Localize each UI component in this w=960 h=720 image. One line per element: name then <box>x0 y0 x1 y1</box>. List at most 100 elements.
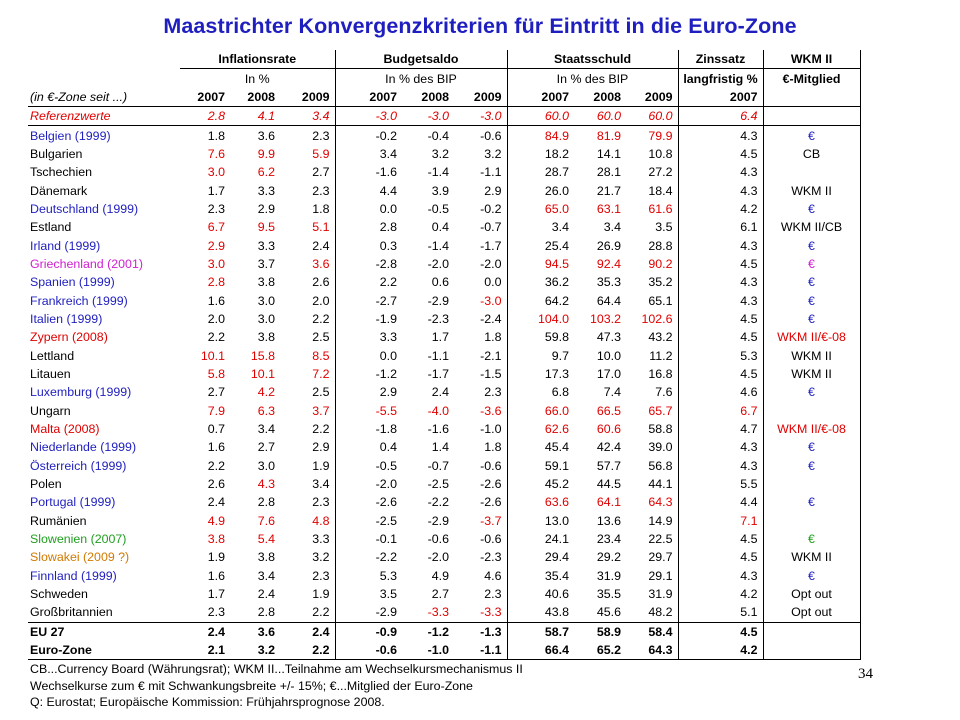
value-cell: -2.5 <box>427 477 449 492</box>
table-row: Estland 6.7 9.5 5.1 2.8 0.4 -0.7 3.4 3.4 3.5 6.1 WK… <box>28 218 861 237</box>
value-cell: -2.9 <box>427 513 449 528</box>
value-cell: 79.9 <box>648 128 673 143</box>
page-number: 34 <box>858 666 873 682</box>
value-cell: 3.8 <box>207 532 225 547</box>
erm-status: WKM II/€-08 <box>762 419 861 439</box>
value-cell: 4.1 <box>257 109 275 124</box>
value-cell: 44.1 <box>648 477 673 492</box>
value-cell: 92.4 <box>596 256 621 271</box>
value-cell: 64.4 <box>596 293 621 308</box>
value-cell: -2.8 <box>334 254 402 274</box>
value-cell: -2.0 <box>480 256 502 271</box>
value-cell: 60.6 <box>596 422 621 437</box>
value-cell: 27.2 <box>648 165 673 180</box>
value-cell: 43.8 <box>506 603 574 623</box>
value-cell: 45.2 <box>506 474 574 494</box>
value-cell: 1.7 <box>207 183 225 198</box>
value-cell: 4.8 <box>312 513 330 528</box>
value-cell: 29.1 <box>648 568 673 583</box>
value-cell: 2.4 <box>431 385 449 400</box>
country-name: Dänemark <box>30 183 88 198</box>
value-cell: 2.3 <box>312 128 330 143</box>
value-cell: -2.0 <box>427 550 449 565</box>
erm-status: € <box>762 309 861 329</box>
table-row: Italien (1999) 2.0 3.0 2.2 -1.9 -2.3 -2.4 104.0… <box>28 309 861 329</box>
value-cell: 5.4 <box>257 532 275 547</box>
value-cell: 3.4 <box>334 144 402 164</box>
year-cell: 2007 <box>677 87 763 107</box>
table-row: Zypern (2008) 2.2 3.8 2.5 3.3 1.7 1.8 59.8 47.3 4… <box>28 328 861 347</box>
value-cell: 1.8 <box>207 128 225 143</box>
value-cell: -3.3 <box>480 605 502 620</box>
erm-status <box>762 641 861 660</box>
value-cell: 16.8 <box>648 367 673 382</box>
value-cell: 31.9 <box>648 587 673 602</box>
value-cell: 2.3 <box>484 385 502 400</box>
value-cell: 3.4 <box>312 477 330 492</box>
group-debt: Staatsschuld <box>506 50 678 70</box>
value-cell: 4.9 <box>207 513 225 528</box>
erm-status: WKM II <box>762 181 861 200</box>
value-cell: 2.4 <box>207 495 225 510</box>
value-cell: 63.1 <box>596 201 621 216</box>
value-cell: 6.7 <box>677 401 763 420</box>
value-cell: 2.8 <box>257 605 275 620</box>
value-cell: 3.0 <box>207 165 225 180</box>
value-cell: 56.8 <box>648 458 673 473</box>
value-cell: 1.9 <box>207 550 225 565</box>
country-name: Polen <box>30 477 62 492</box>
value-cell: 3.4 <box>257 422 275 437</box>
value-cell: 5.9 <box>312 146 330 161</box>
country-name: Italien (1999) <box>30 311 103 326</box>
value-cell: 59.8 <box>506 328 574 347</box>
value-cell: 2.8 <box>207 275 225 290</box>
erm-status: € <box>762 125 861 145</box>
value-cell: 3.8 <box>257 550 275 565</box>
value-cell: -2.7 <box>334 291 402 310</box>
value-cell: -1.6 <box>334 163 402 182</box>
value-cell: 0.0 <box>334 199 402 219</box>
value-cell: 4.7 <box>677 419 763 439</box>
value-cell: 6.8 <box>506 383 574 402</box>
value-cell: 1.8 <box>484 330 502 345</box>
value-cell: 2.5 <box>312 385 330 400</box>
year-cell: 2007 <box>197 89 225 104</box>
value-cell: 35.2 <box>648 275 673 290</box>
value-cell: 18.4 <box>648 183 673 198</box>
value-cell: 4.3 <box>677 236 763 255</box>
value-cell: 4.5 <box>677 254 763 274</box>
erm-status: € <box>762 291 861 310</box>
value-cell: 2.2 <box>312 422 330 437</box>
value-cell: 60.0 <box>506 106 574 126</box>
value-cell: 9.7 <box>506 346 574 365</box>
value-cell: 4.6 <box>484 568 502 583</box>
table-row: Luxemburg (1999) 2.7 4.2 2.5 2.9 2.4 2.3 6.8 7.4… <box>28 383 861 402</box>
value-cell: 25.4 <box>506 236 574 255</box>
value-cell: -3.7 <box>480 513 502 528</box>
value-cell: -2.6 <box>480 477 502 492</box>
value-cell: 47.3 <box>596 330 621 345</box>
value-cell: 1.6 <box>207 293 225 308</box>
value-cell: 2.9 <box>312 440 330 455</box>
value-cell: 18.2 <box>506 144 574 164</box>
erm-status: CB <box>762 144 861 164</box>
value-cell: -0.1 <box>334 529 402 549</box>
value-cell: 3.7 <box>312 403 330 418</box>
erm-status: € <box>762 529 861 549</box>
value-cell: 1.9 <box>312 587 330 602</box>
value-cell: 6.1 <box>677 218 763 237</box>
value-cell: -5.5 <box>334 401 402 420</box>
value-cell: 10.1 <box>250 367 275 382</box>
table-row: Bulgarien 7.6 9.9 5.9 3.4 3.2 3.2 18.2 14.1 10.8 4… <box>28 144 861 164</box>
value-cell: 57.7 <box>596 458 621 473</box>
value-cell: 4.9 <box>431 568 449 583</box>
country-name: Griechenland (2001) <box>30 256 143 271</box>
table-row: Niederlande (1999) 1.6 2.7 2.9 0.4 1.4 1.8 45.4… <box>28 438 861 457</box>
value-cell: 2.6 <box>312 275 330 290</box>
value-cell: 35.3 <box>596 275 621 290</box>
value-cell: 21.7 <box>596 183 621 198</box>
value-cell: -2.6 <box>480 495 502 510</box>
value-cell: -2.1 <box>480 348 502 363</box>
unit-budget: In % des BIP <box>334 68 507 88</box>
value-cell: 26.9 <box>596 238 621 253</box>
